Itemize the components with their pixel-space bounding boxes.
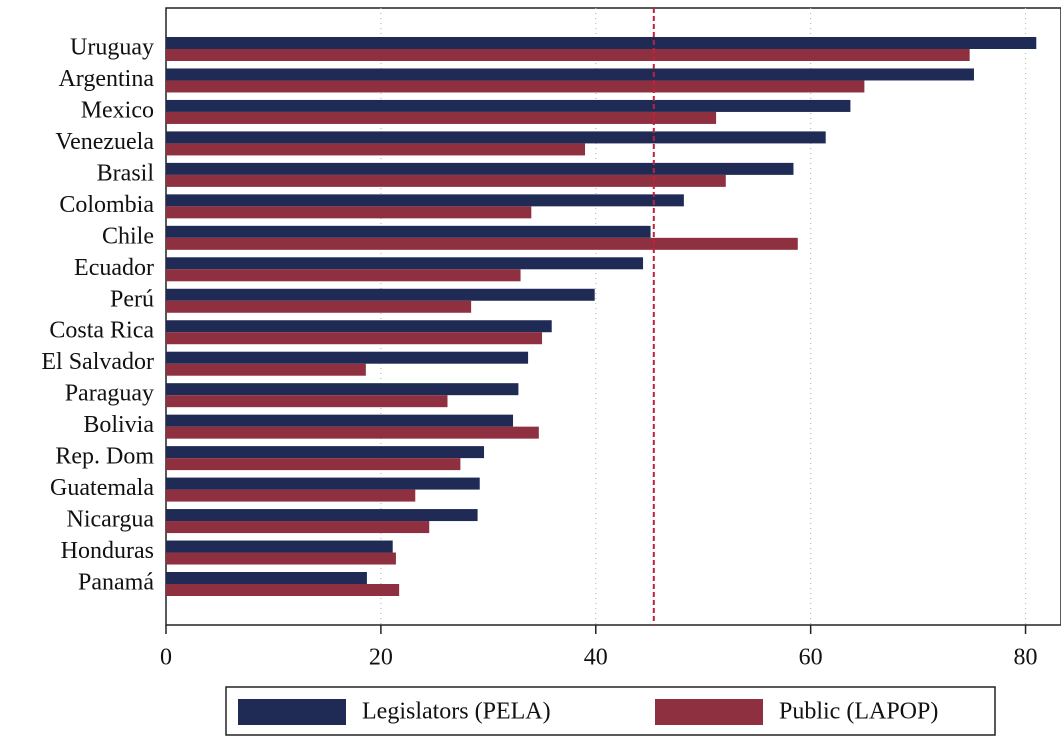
y-tick-label: El Salvador: [41, 349, 154, 375]
bar: [166, 68, 974, 81]
bar: [166, 111, 717, 124]
legend-label: Legislators (PELA): [362, 699, 551, 725]
bar: [166, 332, 543, 345]
bar: [166, 237, 798, 250]
bar: [166, 131, 826, 144]
bar: [166, 194, 684, 207]
bar: [166, 37, 1037, 49]
bar: [166, 414, 514, 427]
bar: [166, 383, 519, 396]
y-tick-label: Uruguay: [70, 35, 154, 61]
y-tick-label: Bolivia: [83, 412, 154, 438]
y-tick-label: Venezuela: [55, 129, 154, 155]
bar: [166, 521, 430, 534]
bar: [166, 552, 396, 565]
bar: [166, 206, 532, 219]
bar: [166, 320, 552, 333]
bar: [166, 351, 529, 364]
x-tick-label: 0: [160, 645, 172, 671]
legend-box: [225, 686, 996, 736]
bar: [166, 446, 485, 459]
bar: [166, 477, 480, 490]
y-tick-label: Perú: [110, 286, 154, 312]
y-tick-label: Rep. Dom: [55, 444, 154, 470]
legend-swatch: [238, 699, 346, 725]
y-tick-label: Paraguay: [65, 381, 154, 407]
bar: [166, 540, 393, 553]
y-tick-label: Argentina: [58, 66, 154, 92]
y-tick-label: Ecuador: [74, 255, 154, 281]
y-tick-label: Colombia: [59, 192, 154, 218]
bar: [166, 174, 726, 187]
y-tick-label: Brasil: [97, 160, 155, 186]
legend-label: Public (LAPOP): [779, 699, 938, 725]
x-tick-label: 40: [584, 645, 608, 671]
bar: [166, 269, 521, 282]
bar: [166, 300, 472, 313]
bar: [166, 80, 865, 93]
bar: [166, 162, 794, 175]
x-tick-label: 20: [369, 645, 393, 671]
y-tick-label: Mexico: [81, 97, 154, 123]
legend-swatch: [655, 699, 763, 725]
bar: [166, 489, 416, 502]
bar: [166, 99, 851, 112]
x-tick-label: 80: [1014, 645, 1038, 671]
y-tick-label: Nicargua: [66, 507, 154, 533]
x-tick-label: 60: [799, 645, 823, 671]
y-tick-label: Panamá: [78, 570, 154, 596]
y-tick-label: Honduras: [61, 538, 154, 564]
bar: [166, 143, 586, 156]
bar: [166, 458, 461, 471]
bar: [166, 225, 651, 238]
bar: [166, 363, 366, 376]
y-tick-label: Costa Rica: [49, 318, 154, 344]
y-tick-label: Guatemala: [50, 475, 154, 501]
bar: [166, 426, 539, 439]
bar: [166, 509, 478, 522]
bar: [166, 584, 400, 596]
plot-frame: [165, 7, 1061, 626]
bar: [166, 395, 448, 408]
bar: [166, 257, 644, 270]
bar: [166, 49, 970, 61]
bar: [166, 572, 367, 584]
bar: [166, 288, 595, 301]
y-tick-label: Chile: [102, 223, 154, 249]
